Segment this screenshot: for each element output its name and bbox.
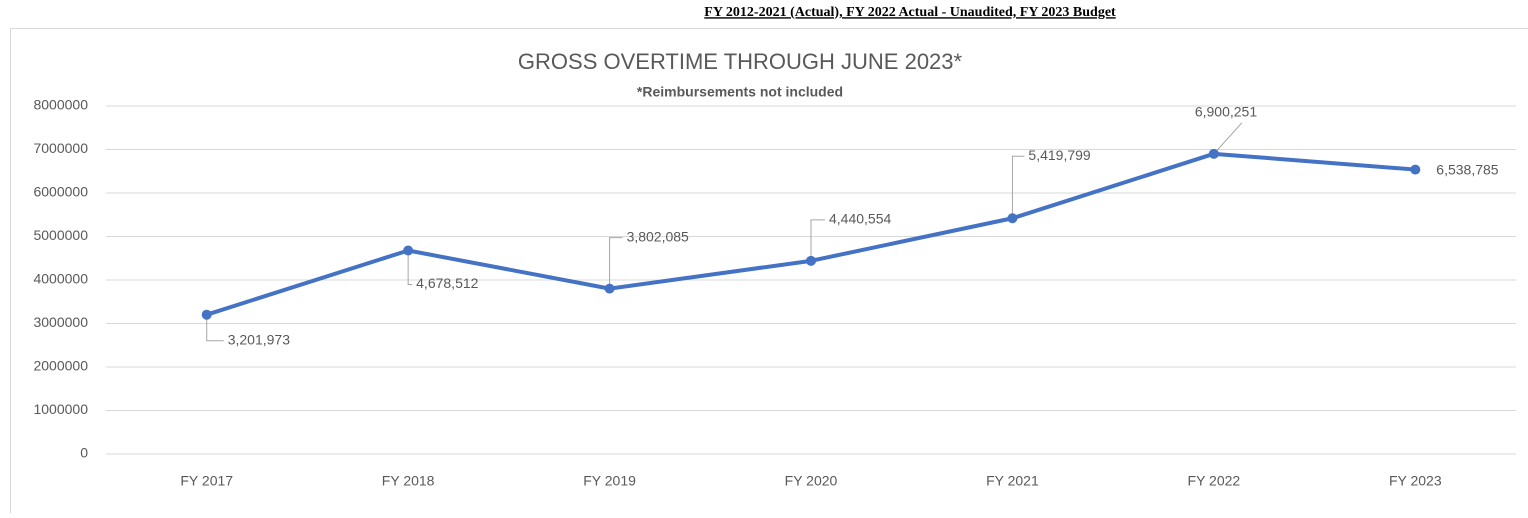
marker <box>806 256 816 266</box>
chart-title: GROSS OVERTIME THROUGH JUNE 2023* <box>518 49 963 74</box>
x-tick-label: FY 2017 <box>180 473 233 489</box>
marker <box>1007 213 1017 223</box>
data-label: 6,900,251 <box>1195 104 1257 120</box>
leader-line <box>610 238 623 289</box>
y-tick-label: 8000000 <box>33 97 88 113</box>
x-tick-label: FY 2018 <box>382 473 435 489</box>
x-tick-label: FY 2021 <box>986 473 1039 489</box>
marker <box>1209 149 1219 159</box>
y-tick-label: 0 <box>80 445 88 461</box>
data-label: 3,802,085 <box>627 228 689 244</box>
marker <box>403 245 413 255</box>
y-tick-label: 2000000 <box>33 358 88 374</box>
data-label: 4,678,512 <box>416 275 478 291</box>
header: FY 2012-2021 (Actual), FY 2022 Actual - … <box>704 5 1116 20</box>
y-tick-label: 1000000 <box>33 401 88 417</box>
marker <box>1410 165 1420 175</box>
data-label: 5,419,799 <box>1028 147 1090 163</box>
leader-line <box>811 220 825 261</box>
y-tick-label: 6000000 <box>33 184 88 200</box>
y-tick-label: 4000000 <box>33 271 88 287</box>
x-tick-label: FY 2019 <box>583 473 636 489</box>
leader-line <box>408 250 412 284</box>
chart-subtitle: *Reimbursements not included <box>637 84 843 100</box>
data-label: 3,201,973 <box>228 331 290 347</box>
y-tick-label: 5000000 <box>33 227 88 243</box>
data-label: 4,440,554 <box>829 211 891 227</box>
x-tick-label: FY 2023 <box>1389 473 1442 489</box>
y-tick-label: 7000000 <box>33 140 88 156</box>
data-label: 6,538,785 <box>1436 161 1498 177</box>
chart-border <box>11 29 1528 514</box>
marker <box>605 284 615 294</box>
leader-line <box>1012 156 1024 218</box>
x-tick-label: FY 2020 <box>785 473 838 489</box>
marker <box>202 310 212 320</box>
y-tick-label: 3000000 <box>33 314 88 330</box>
x-tick-label: FY 2022 <box>1188 473 1241 489</box>
